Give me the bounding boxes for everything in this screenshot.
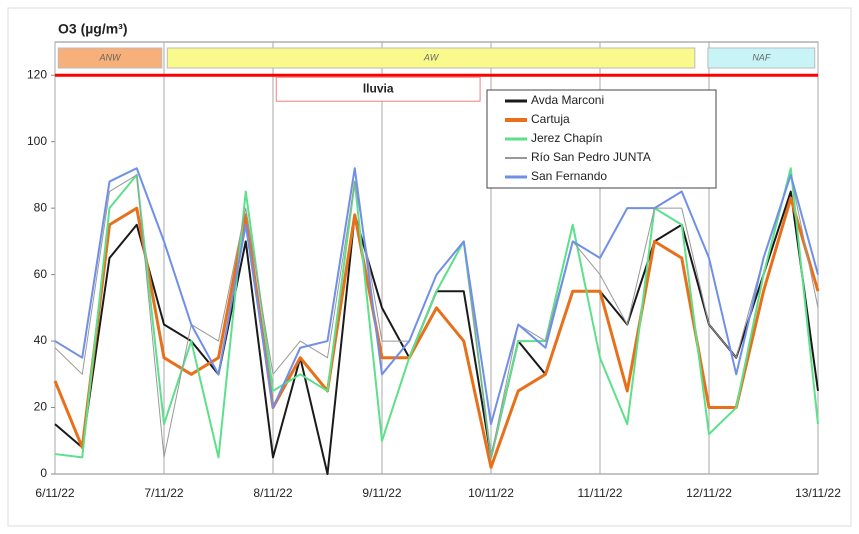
x-tick-label: 12/11/22 [686, 486, 732, 500]
legend-label: San Fernando [531, 169, 607, 183]
period-bar [57, 47, 163, 69]
x-tick-label: 7/11/22 [144, 486, 183, 500]
period-label: NAF [752, 52, 771, 62]
legend-label: Cartuja [531, 112, 570, 126]
x-tick-label: 11/11/22 [578, 486, 623, 500]
x-tick-label: 13/11/22 [795, 486, 841, 500]
y-tick-label: 20 [34, 400, 48, 414]
period-bar [707, 47, 816, 69]
rain-label: lluvia [363, 81, 394, 95]
x-tick-label: 9/11/22 [362, 486, 401, 500]
legend-label: Avda Marconi [531, 93, 604, 107]
y-tick-label: 120 [27, 67, 47, 81]
y-tick-label: 0 [40, 466, 47, 480]
period-bar [166, 47, 696, 69]
x-tick-label: 8/11/22 [253, 486, 292, 500]
legend-label: Río San Pedro JUNTA [531, 150, 651, 164]
chart-title: O3 (µg/m³) [58, 21, 128, 37]
y-tick-label: 40 [34, 333, 48, 347]
legend: Avda Marconi Cartuja Jerez Chapín Río San P… [486, 89, 717, 189]
period-label: ANW [99, 52, 123, 62]
rain-box [275, 76, 481, 102]
x-tick-label: 6/11/22 [35, 486, 74, 500]
series-line [54, 167, 819, 426]
period-label: AW [423, 52, 440, 62]
y-tick-label: 100 [27, 134, 47, 148]
legend-label: Jerez Chapín [531, 131, 602, 145]
y-tick-label: 60 [34, 267, 48, 281]
x-tick-label: 10/11/22 [468, 486, 514, 500]
y-tick-label: 80 [34, 200, 48, 214]
